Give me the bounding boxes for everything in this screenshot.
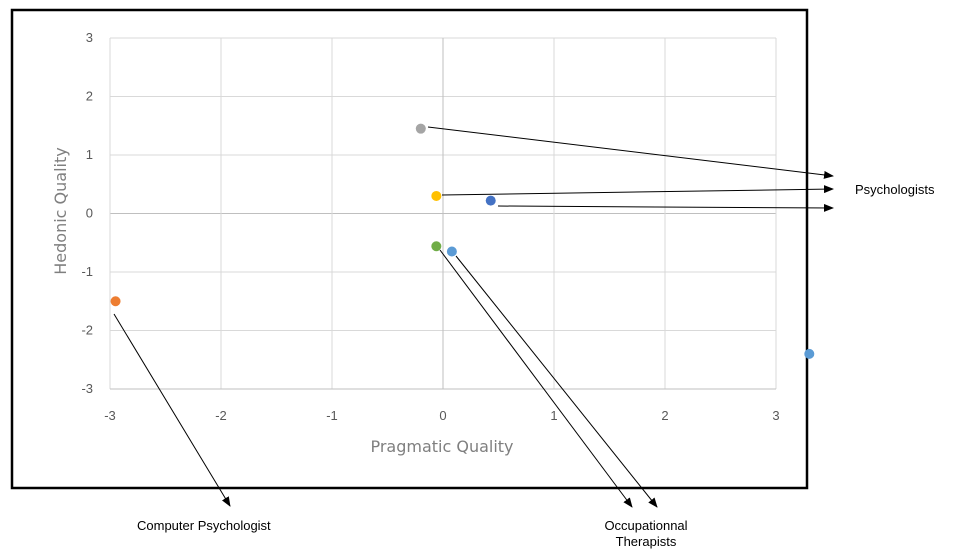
- arrow-line: [455, 255, 658, 508]
- x-tick-label: -1: [326, 408, 338, 423]
- data-point: [431, 190, 442, 201]
- annotation-occupational-therapists-line2: Therapists: [616, 534, 677, 549]
- y-axis-label: Hedonic Quality: [51, 147, 70, 274]
- y-tick-label: 3: [86, 30, 93, 45]
- x-tick-label: 2: [661, 408, 668, 423]
- arrow-line: [441, 185, 834, 196]
- x-tick-label: 1: [550, 408, 557, 423]
- y-tick-label: -2: [81, 323, 93, 338]
- chart-border: [10, 8, 809, 490]
- x-tick-label: 3: [772, 408, 779, 423]
- y-tick-label: -1: [81, 264, 93, 279]
- data-point: [804, 348, 815, 359]
- y-axis-ticks: 3 2 1 0 -1 -2 -3: [81, 30, 93, 396]
- annotation-psychologists: Psychologists: [855, 182, 935, 197]
- y-tick-label: 1: [86, 147, 93, 162]
- arrow-line: [427, 126, 834, 179]
- y-tick-label: -3: [81, 381, 93, 396]
- annotation-computer-psychologist: Computer Psychologist: [137, 518, 271, 533]
- arrow-line: [497, 203, 834, 212]
- arrow-line: [439, 249, 633, 508]
- arrow-line: [113, 313, 231, 507]
- data-points: [110, 123, 815, 359]
- y-tick-label: 0: [86, 206, 93, 221]
- data-point: [110, 296, 121, 307]
- annotation-arrows: [113, 126, 834, 508]
- annotation-occupational-therapists-line1: Occupationnal: [604, 518, 687, 533]
- x-axis-label: Pragmatic Quality: [370, 437, 513, 456]
- data-point: [431, 241, 442, 252]
- x-axis-ticks: -3 -2 -1 0 1 2 3: [104, 408, 779, 423]
- x-tick-label: -2: [215, 408, 227, 423]
- data-point: [485, 195, 496, 206]
- data-point: [446, 246, 457, 257]
- data-point: [415, 123, 426, 134]
- x-tick-label: 0: [439, 408, 446, 423]
- gridlines: [109, 37, 777, 390]
- x-tick-label: -3: [104, 408, 116, 423]
- y-tick-label: 2: [86, 89, 93, 104]
